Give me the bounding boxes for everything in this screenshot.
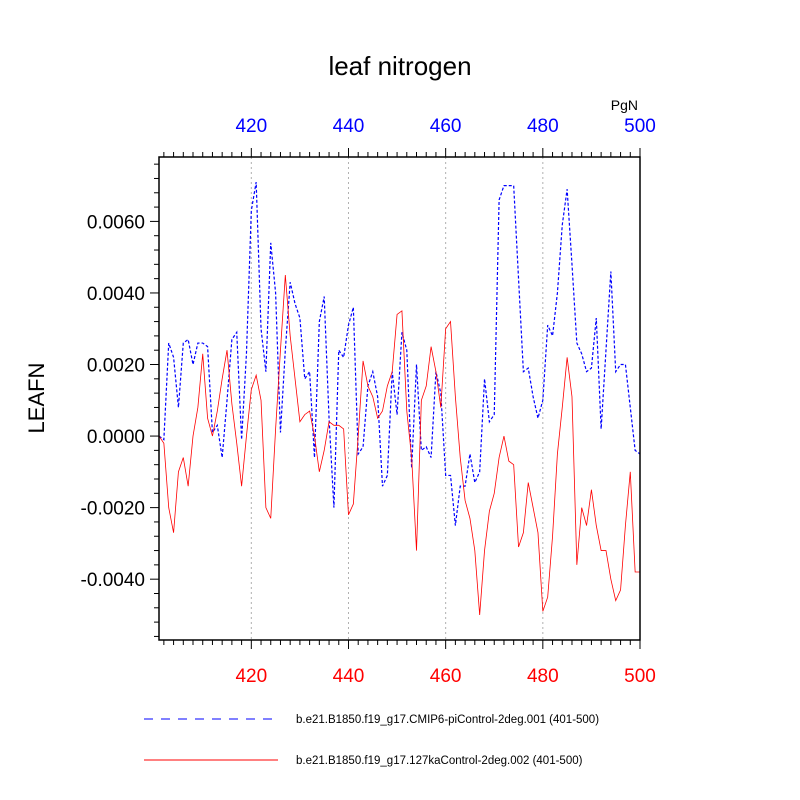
series-lines — [158, 181, 641, 615]
series-line-0 — [158, 181, 641, 526]
x-tick-label-bottom-4: 500 — [624, 666, 656, 687]
x-tick-label-bottom-1: 440 — [333, 666, 365, 687]
grid-lines — [250, 157, 544, 640]
x-tick-label-top-4: 500 — [624, 116, 656, 137]
x-tick-label-bottom-0: 420 — [235, 666, 267, 687]
legend-label-127kaControl: b.e21.B1850.f19_g17.127kaControl-2deg.00… — [296, 755, 583, 767]
legend-label-piControl: b.e21.B1850.f19_g17.CMIP6-piControl-2deg… — [296, 714, 599, 726]
x-tick-label-bottom-3: 480 — [527, 666, 559, 687]
plot-frame — [158, 156, 641, 641]
y-tick-label-2: 0.0000 — [87, 427, 145, 448]
x-tick-label-top-1: 440 — [333, 116, 365, 137]
y-tick-label-1: -0.0020 — [81, 499, 145, 520]
y-tick-label-0: -0.0040 — [81, 570, 145, 591]
x-tick-label-bottom-2: 460 — [430, 666, 462, 687]
x-tick-label-top-0: 420 — [235, 116, 267, 137]
y-axis-label: LEAFN — [24, 363, 49, 434]
y-tick-labels: -0.0040 -0.0020 0.0000 0.0020 0.0040 0.0060 — [81, 212, 145, 591]
y-tick-label-5: 0.0060 — [87, 212, 145, 233]
y-tick-label-3: 0.0020 — [87, 356, 145, 377]
chart-title: leaf nitrogen — [328, 51, 471, 81]
y-tick-label-4: 0.0040 — [87, 284, 145, 305]
x-tick-label-top-3: 480 — [527, 116, 559, 137]
x-tick-labels-top: 420 440 460 480 500 — [235, 116, 655, 137]
x-tick-labels-bottom: 420 440 460 480 500 — [235, 666, 655, 687]
series-line-1 — [158, 275, 640, 615]
axes — [150, 148, 641, 649]
units-label: PgN — [611, 97, 638, 113]
x-tick-label-top-2: 460 — [430, 116, 462, 137]
legend: b.e21.B1850.f19_g17.CMIP6-piControl-2deg… — [144, 714, 599, 767]
